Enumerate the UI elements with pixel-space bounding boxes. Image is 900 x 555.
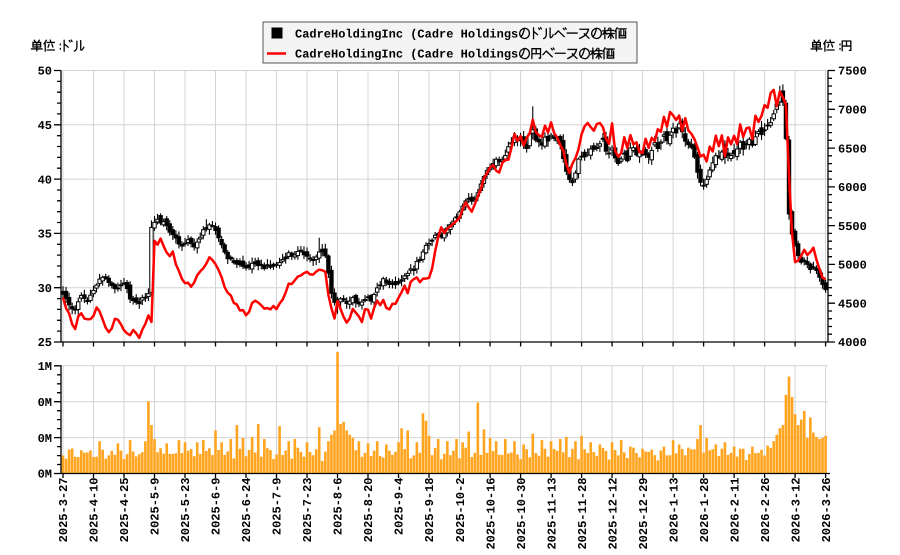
svg-text:2026-3-12: 2026-3-12: [789, 478, 803, 543]
svg-text:CadreHoldingInc (Cadre Holding: CadreHoldingInc (Cadre Holdings: [295, 48, 518, 62]
svg-text:2026-2-26: 2026-2-26: [759, 478, 773, 543]
svg-text:2025-3-27: 2025-3-27: [57, 478, 71, 543]
svg-text:5000: 5000: [838, 259, 867, 273]
svg-text:0M: 0M: [38, 432, 52, 446]
svg-text:0M: 0M: [38, 468, 52, 482]
svg-text:2025-10-2: 2025-10-2: [454, 478, 468, 543]
svg-text:2026-1-13: 2026-1-13: [667, 478, 681, 543]
svg-text:4000: 4000: [838, 336, 867, 350]
svg-text:CadreHoldingInc (Cadre Holding: CadreHoldingInc (Cadre Holdings: [295, 27, 518, 41]
svg-text:2025-7-9: 2025-7-9: [271, 478, 285, 536]
svg-text:2025-8-20: 2025-8-20: [362, 478, 376, 543]
svg-text:2025-12-12: 2025-12-12: [606, 478, 620, 550]
svg-text:7000: 7000: [838, 104, 867, 118]
svg-text:2025-11-13: 2025-11-13: [545, 478, 559, 550]
svg-text:35: 35: [38, 228, 52, 242]
svg-text:2025-7-23: 2025-7-23: [301, 478, 315, 543]
svg-text:7500: 7500: [838, 65, 867, 79]
svg-text:5500: 5500: [838, 220, 867, 234]
svg-text:2025-9-4: 2025-9-4: [393, 478, 407, 536]
svg-text:1M: 1M: [38, 360, 52, 374]
svg-text:6500: 6500: [838, 142, 867, 156]
svg-text:0M: 0M: [38, 396, 52, 410]
svg-text:2026-3-26: 2026-3-26: [820, 478, 834, 543]
svg-text:2025-8-6: 2025-8-6: [332, 478, 346, 536]
svg-text:2026-2-11: 2026-2-11: [728, 478, 742, 543]
svg-text:2025-10-16: 2025-10-16: [484, 478, 498, 550]
svg-text:2025-11-28: 2025-11-28: [576, 478, 590, 550]
svg-text:25: 25: [38, 336, 52, 350]
svg-text:2025-5-23: 2025-5-23: [179, 478, 193, 543]
svg-text:2025-4-10: 2025-4-10: [88, 478, 102, 543]
svg-text:40: 40: [38, 173, 52, 187]
svg-text:30: 30: [38, 282, 52, 296]
svg-text:2025-9-18: 2025-9-18: [423, 478, 437, 543]
svg-text:50: 50: [38, 65, 52, 79]
svg-text:4500: 4500: [838, 297, 867, 311]
svg-text:2025-4-25: 2025-4-25: [118, 478, 132, 543]
svg-text:6000: 6000: [838, 181, 867, 195]
svg-text:2026-1-28: 2026-1-28: [698, 478, 712, 543]
svg-text:2025-6-9: 2025-6-9: [210, 478, 224, 536]
svg-text:2025-10-30: 2025-10-30: [515, 478, 529, 550]
svg-text:2025-6-24: 2025-6-24: [240, 478, 254, 543]
svg-text:2025-12-29: 2025-12-29: [637, 478, 651, 550]
svg-text:45: 45: [38, 119, 52, 133]
svg-text:2025-5-9: 2025-5-9: [149, 478, 163, 536]
